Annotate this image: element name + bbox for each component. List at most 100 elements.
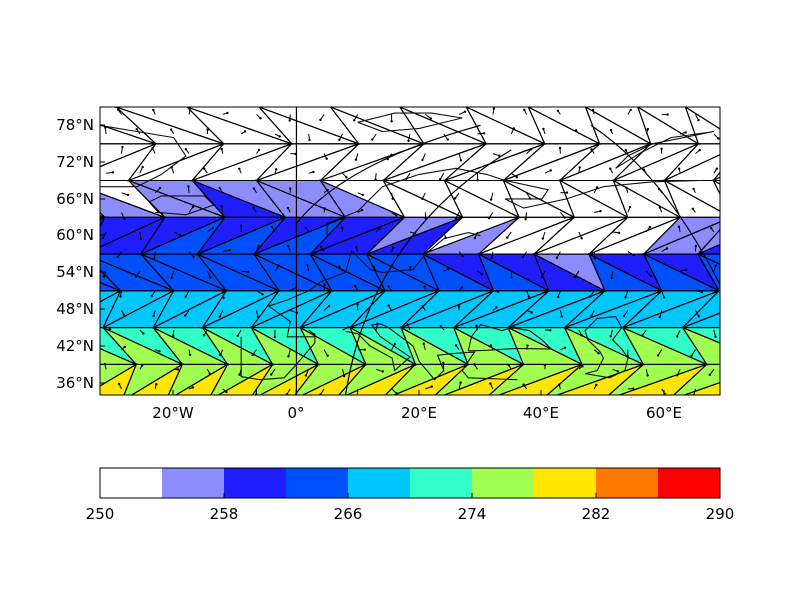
coastline — [100, 124, 187, 188]
mesh-cell — [637, 107, 639, 108]
mesh-edge — [466, 107, 530, 108]
wind-arrow-head — [386, 157, 389, 161]
wind-arrow-head — [312, 170, 315, 174]
mesh-edge — [208, 401, 267, 438]
wind-arrow-head — [184, 314, 187, 317]
mesh-edge — [75, 401, 152, 438]
mesh-cell — [488, 34, 570, 71]
mesh-cell — [744, 291, 800, 328]
mesh-edge — [0, 34, 74, 71]
mesh-edge — [104, 34, 223, 71]
mesh-cell — [744, 34, 791, 71]
wind-arrow-head — [530, 148, 533, 151]
wind-arrow-head — [178, 233, 182, 237]
mesh-cell — [29, 34, 147, 71]
mesh-edge — [488, 34, 570, 71]
wind-arrow-head — [422, 342, 425, 345]
wind-arrow-head — [374, 178, 377, 181]
mesh-edge — [182, 34, 298, 71]
colorbar-bins — [100, 468, 721, 498]
mesh-edge — [706, 34, 755, 71]
mesh-edge — [744, 291, 800, 328]
mesh-edge — [769, 107, 800, 144]
wind-arrow-head — [475, 324, 478, 327]
mesh-cell — [553, 34, 625, 71]
coastlines — [100, 107, 720, 395]
mesh-edge — [116, 107, 188, 108]
wind-arrow-head — [599, 209, 602, 213]
mesh-edge — [553, 34, 625, 71]
wind-arrow-head — [102, 275, 106, 278]
wind-arrow-head — [624, 296, 627, 299]
mesh-cell — [259, 107, 331, 108]
wind-arrow-head — [134, 275, 138, 278]
mesh-cell — [0, 34, 4, 71]
wind-arrow-head — [498, 154, 501, 157]
mesh-cell — [769, 107, 800, 144]
mesh-edge — [611, 34, 673, 71]
mesh-edge — [682, 312, 720, 329]
wind-arrow-head — [150, 294, 153, 298]
mesh-cell — [262, 34, 373, 71]
grid-arc — [590, 124, 720, 285]
mesh-cell — [0, 217, 46, 254]
mesh-edge — [208, 401, 267, 438]
wind-arrow-head — [549, 329, 552, 332]
wind-arrow-head — [625, 186, 628, 189]
wind-arrow-head — [690, 354, 693, 357]
lat-tick-label: 72°N — [56, 153, 94, 171]
lat-tick-label: 60°N — [56, 226, 94, 244]
wind-arrow-head — [430, 385, 433, 388]
wind-arrow-head — [495, 306, 498, 309]
wind-arrow-head — [692, 187, 695, 191]
wind-arrow-head — [556, 109, 560, 113]
mesh-edge — [0, 70, 74, 107]
lat-tick-label: 54°N — [56, 263, 94, 281]
mesh-cell — [769, 107, 800, 144]
mesh-edge — [761, 181, 800, 218]
mesh-edge — [0, 34, 74, 71]
mesh-cell — [0, 144, 25, 181]
wind-arrow-head — [209, 276, 212, 279]
mesh-edge — [778, 34, 800, 71]
wind-arrow-head — [151, 147, 154, 150]
wind-arrow-head — [676, 335, 679, 338]
wind-arrow-head — [454, 217, 457, 220]
wind-arrow-head — [289, 187, 292, 190]
mesh-edge — [744, 328, 800, 365]
mesh-edge — [0, 70, 4, 107]
wind-arrow-head — [340, 226, 344, 229]
wind-arrow-head — [708, 373, 711, 377]
wind-arrow-head — [549, 169, 552, 172]
mesh-edge — [0, 34, 4, 71]
wind-arrow-head — [135, 128, 138, 131]
wind-arrow-head — [700, 290, 704, 294]
mesh-cell — [24, 401, 109, 438]
mesh-cell — [761, 181, 800, 218]
mesh-cell — [729, 107, 787, 144]
mesh-edge — [735, 364, 800, 401]
map-plot-area — [0, 34, 800, 438]
wind-arrow-head — [487, 216, 491, 220]
mesh-edge — [429, 401, 498, 438]
colorbar-tick-label: 274 — [458, 505, 487, 523]
wind-arrow-head — [323, 283, 326, 286]
wind-arrow-head — [724, 393, 726, 395]
mesh-edge — [417, 34, 510, 71]
wind-arrow-head — [353, 284, 357, 287]
wind-arrow-head — [555, 256, 559, 259]
wind-arrow-head — [641, 334, 644, 337]
wind-arrow-head — [371, 138, 374, 141]
wind-arrow-head — [691, 207, 694, 210]
wind-arrow-head — [590, 148, 593, 151]
wind-arrow-head — [306, 264, 309, 267]
wind-arrow-head — [304, 226, 308, 229]
mesh-edge — [182, 34, 298, 71]
wind-arrow-head — [406, 323, 409, 326]
mesh-cell — [713, 176, 720, 181]
wind-arrow-head — [286, 244, 290, 248]
colorbar-bin — [596, 468, 659, 498]
colorbar-bin — [658, 468, 721, 498]
wind-arrow-head — [656, 354, 660, 357]
colorbar-frame — [99, 467, 721, 499]
